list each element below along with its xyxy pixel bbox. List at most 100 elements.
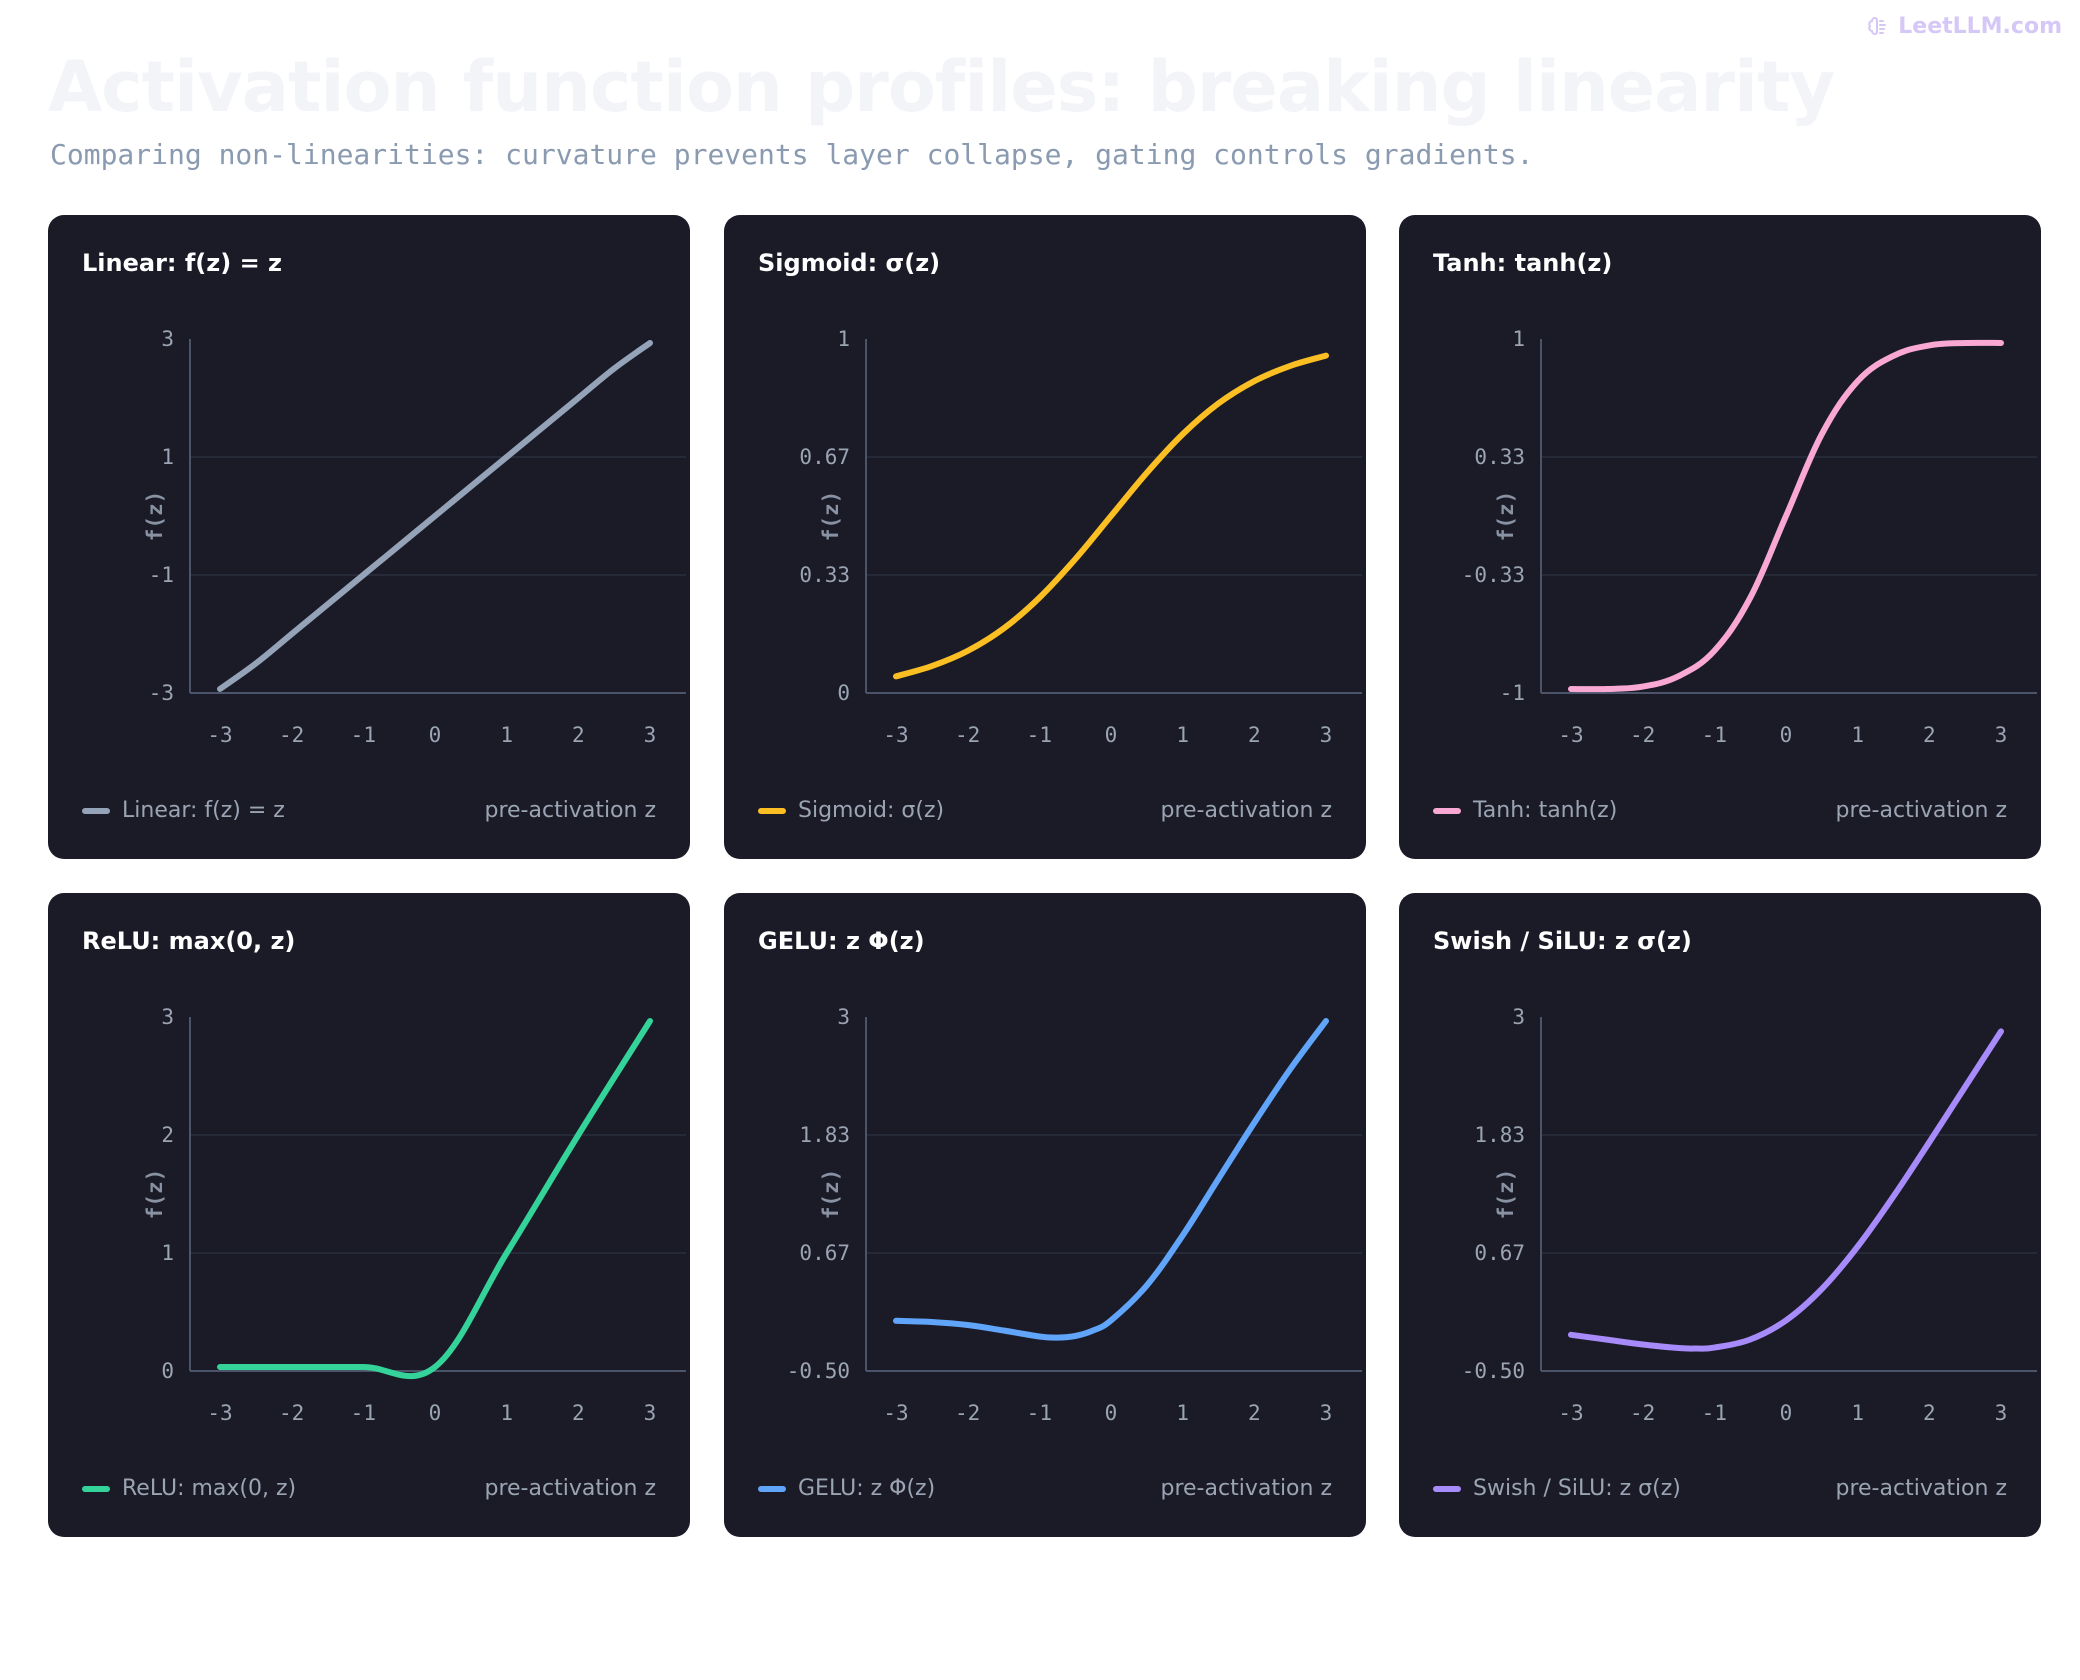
y-tick-label: 0.67 (1474, 1241, 1525, 1265)
series-line (217, 1018, 653, 1380)
y-tick-label: 1.83 (799, 1123, 850, 1147)
y-tick-label: 0.67 (799, 1241, 850, 1265)
x-tick-label: 1 (1851, 723, 1864, 747)
legend-swatch (82, 1485, 110, 1492)
y-tick-label: 1 (837, 327, 850, 351)
x-tick-label: 1 (500, 1401, 513, 1425)
x-tick-label: 0 (1780, 723, 1793, 747)
x-axis-label: pre-activation z (1835, 1476, 2008, 1501)
chart-title: GELU: z Φ(z) (758, 927, 925, 955)
x-axis-label: pre-activation z (1160, 798, 1333, 823)
y-tick-label: 3 (1512, 1005, 1525, 1029)
chart-card-1: Linear: f(z) = z -3 -1 1 3 -3 -2 -1 0 1 2 3 f(z) Line… (48, 215, 690, 859)
x-tick-label: 3 (1995, 723, 2008, 747)
x-tick-label: 2 (572, 723, 585, 747)
x-tick-label: -1 (351, 723, 376, 747)
y-tick-label: 1.83 (1474, 1123, 1525, 1147)
series-line (893, 1018, 1329, 1341)
x-tick-label: 0 (429, 723, 442, 747)
page-subtitle: Comparing non-linearities: curvature pre… (50, 138, 1534, 171)
x-tick-label: -3 (883, 723, 908, 747)
x-tick-label: 2 (1248, 723, 1261, 747)
y-tick-label: 1 (1512, 327, 1525, 351)
y-tick-label: 0 (837, 681, 850, 705)
legend-swatch (758, 807, 786, 814)
x-axis-label: pre-activation z (1835, 798, 2008, 823)
y-tick-label: -1 (149, 563, 174, 587)
y-tick-label: 0 (161, 1359, 174, 1383)
y-tick-label: -0.50 (787, 1359, 850, 1383)
x-tick-label: 1 (1851, 1401, 1864, 1425)
y-axis-label: f(z) (143, 491, 167, 542)
legend-swatch (1433, 807, 1461, 814)
legend: ReLU: max(0, z) (82, 1476, 296, 1501)
y-tick-label: 3 (161, 327, 174, 351)
brand[interactable]: LeetLLM.com (1866, 14, 2062, 39)
legend-label: Swish / SiLU: z σ(z) (1473, 1476, 1681, 1501)
y-tick-label: 1 (161, 445, 174, 469)
brain-icon (1868, 16, 1887, 35)
x-tick-label: -1 (1027, 723, 1052, 747)
legend-label: GELU: z Φ(z) (798, 1476, 936, 1501)
y-tick-label: 3 (161, 1005, 174, 1029)
y-axis-label: f(z) (819, 1169, 843, 1220)
series-line (893, 352, 1329, 680)
x-tick-label: -3 (207, 1401, 232, 1425)
y-tick-label: -1 (1500, 681, 1525, 705)
legend: Sigmoid: σ(z) (758, 798, 944, 823)
legend: Linear: f(z) = z (82, 798, 285, 823)
y-axis-label: f(z) (1494, 1169, 1518, 1220)
x-tick-label: -1 (1702, 1401, 1727, 1425)
plot-area: -1 -0.33 0.33 1 -3 -2 -1 0 1 2 3 f(z) (1462, 327, 2037, 747)
legend-label: Tanh: tanh(z) (1473, 798, 1618, 823)
x-tick-label: 1 (1176, 1401, 1189, 1425)
chart-card-2: Sigmoid: σ(z) 0 0.33 0.67 1 -3 -2 -1 0 1 2 3 f(z) Sig… (724, 215, 1366, 859)
x-axis-label: pre-activation z (484, 798, 657, 823)
x-tick-label: -1 (1027, 1401, 1052, 1425)
x-tick-label: -2 (279, 723, 304, 747)
series-line (217, 340, 653, 692)
x-tick-label: 0 (1780, 1401, 1793, 1425)
chart-card-5: GELU: z Φ(z) -0.50 0.67 1.83 3 -3 -2 -1 0 1 2 3 f(z)… (724, 893, 1366, 1537)
plot-area: -0.50 0.67 1.83 3 -3 -2 -1 0 1 2 3 f(z) (1462, 1005, 2037, 1425)
x-tick-label: 3 (644, 723, 657, 747)
x-tick-label: 2 (1248, 1401, 1261, 1425)
x-tick-label: 0 (429, 1401, 442, 1425)
y-tick-label: 3 (837, 1005, 850, 1029)
y-axis-label: f(z) (819, 491, 843, 542)
x-tick-label: -2 (955, 1401, 980, 1425)
x-tick-label: -2 (279, 1401, 304, 1425)
x-tick-label: 3 (1995, 1401, 2008, 1425)
x-tick-label: -3 (1558, 1401, 1583, 1425)
x-tick-label: 2 (572, 1401, 585, 1425)
series-line (1568, 339, 2004, 693)
legend-swatch (758, 1485, 786, 1492)
chart-card-4: ReLU: max(0, z) 0 1 2 3 -3 -2 -1 0 1 2 3 f(z) ReLU: m… (48, 893, 690, 1537)
legend-label: Sigmoid: σ(z) (798, 798, 945, 823)
plot-area: 0 0.33 0.67 1 -3 -2 -1 0 1 2 3 f(z) (799, 327, 1362, 747)
brand-label: LeetLLM.com (1898, 14, 2062, 39)
legend-swatch (1433, 1485, 1461, 1492)
x-tick-label: -3 (883, 1401, 908, 1425)
x-tick-label: -2 (1630, 1401, 1655, 1425)
legend-label: Linear: f(z) = z (122, 798, 285, 823)
legend: Tanh: tanh(z) (1433, 798, 1617, 823)
x-tick-label: -2 (955, 723, 980, 747)
x-tick-label: -2 (1630, 723, 1655, 747)
y-axis-label: f(z) (1494, 491, 1518, 542)
chart-card-3: Tanh: tanh(z) -1 -0.33 0.33 1 -3 -2 -1 0 1 2 3 f(z) T… (1399, 215, 2041, 859)
plot-area: -0.50 0.67 1.83 3 -3 -2 -1 0 1 2 3 f(z) (787, 1005, 1362, 1425)
legend: Swish / SiLU: z σ(z) (1433, 1476, 1681, 1501)
x-tick-label: 3 (1320, 1401, 1333, 1425)
y-tick-label: -0.33 (1462, 563, 1525, 587)
chart-card-6: Swish / SiLU: z σ(z) -0.50 0.67 1.83 3 -3 -2 -1… (1399, 893, 2041, 1537)
x-tick-label: 2 (1923, 723, 1936, 747)
x-tick-label: -1 (351, 1401, 376, 1425)
y-axis-label: f(z) (143, 1169, 167, 1220)
plot-area: -3 -1 1 3 -3 -2 -1 0 1 2 3 f(z) (143, 327, 686, 747)
legend-label: ReLU: max(0, z) (122, 1476, 297, 1501)
legend-swatch (82, 807, 110, 814)
y-tick-label: 2 (161, 1123, 174, 1147)
chart-title: Swish / SiLU: z σ(z) (1433, 927, 1692, 955)
x-tick-label: 1 (500, 723, 513, 747)
